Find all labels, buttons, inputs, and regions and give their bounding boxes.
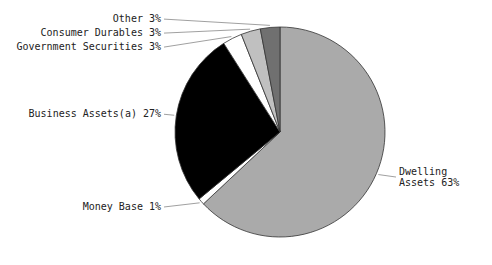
chart-container: DwellingAssets 63% Money Base 1% Business … (0, 0, 492, 265)
slice-label: Government Securities 3% (17, 41, 162, 52)
leader-line (164, 29, 250, 33)
slice-label: Business Assets(a) 27% (29, 108, 161, 119)
slice-label-line: Assets 63% (399, 177, 459, 188)
leader-line (164, 37, 231, 48)
slice-label-line: Consumer Durables 3% (41, 27, 161, 38)
slice-label-line: Money Base 1% (83, 201, 161, 212)
slice-label: Money Base 1% (83, 201, 161, 212)
leader-line (164, 114, 174, 116)
slice-label: DwellingAssets 63% (399, 166, 459, 188)
leader-line (164, 19, 270, 25)
slice-label-line: Government Securities 3% (17, 41, 162, 52)
slice-label-line: Other 3% (113, 13, 161, 24)
slice-label: Other 3% (113, 13, 161, 24)
slices (175, 27, 385, 237)
chart: DwellingAssets 63% Money Base 1% Business … (0, 0, 492, 265)
labels: DwellingAssets 63% Money Base 1% Business … (17, 13, 460, 212)
leader-line (164, 203, 200, 207)
leader-line (378, 175, 396, 178)
slice-label: Consumer Durables 3% (41, 27, 161, 38)
pie-slice (260, 27, 280, 132)
slice-label-line: Business Assets(a) 27% (29, 108, 161, 119)
slice-label-line: Dwelling (399, 166, 447, 177)
